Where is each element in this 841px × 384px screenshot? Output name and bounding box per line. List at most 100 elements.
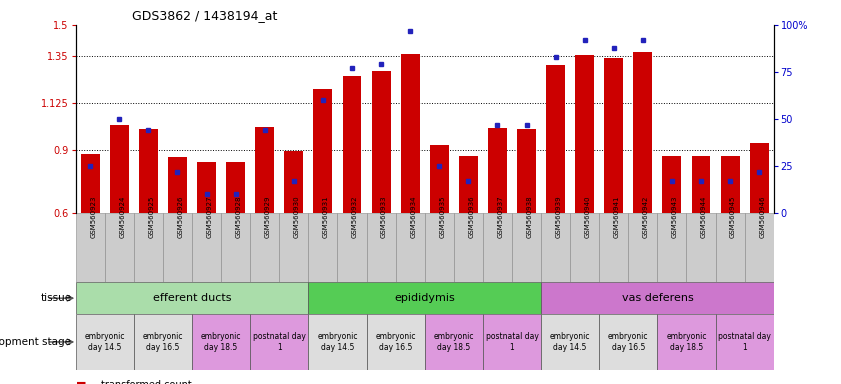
- Bar: [197, 162, 216, 213]
- Text: GSM560932: GSM560932: [352, 195, 358, 238]
- Bar: [721, 156, 739, 213]
- Text: embryonic
day 14.5: embryonic day 14.5: [550, 332, 590, 352]
- Text: epididymis: epididymis: [394, 293, 455, 303]
- Bar: [251, 314, 309, 370]
- Bar: [517, 129, 536, 213]
- Bar: [105, 213, 134, 282]
- Text: GSM560936: GSM560936: [468, 195, 474, 238]
- Bar: [570, 213, 599, 282]
- Text: postnatal day
1: postnatal day 1: [253, 332, 306, 352]
- Text: GSM560942: GSM560942: [643, 195, 649, 238]
- Text: efferent ducts: efferent ducts: [153, 293, 231, 303]
- Text: embryonic
day 16.5: embryonic day 16.5: [375, 332, 415, 352]
- Bar: [599, 213, 628, 282]
- Text: GSM560938: GSM560938: [526, 195, 532, 238]
- Text: GSM560924: GSM560924: [119, 195, 125, 238]
- Text: GSM560940: GSM560940: [584, 195, 590, 238]
- Text: ■: ■: [76, 380, 86, 384]
- Bar: [168, 157, 187, 213]
- Bar: [309, 314, 367, 370]
- Bar: [367, 213, 395, 282]
- Text: embryonic
day 14.5: embryonic day 14.5: [85, 332, 125, 352]
- Text: embryonic
day 18.5: embryonic day 18.5: [666, 332, 706, 352]
- Bar: [425, 213, 454, 282]
- Bar: [512, 213, 541, 282]
- Bar: [716, 213, 744, 282]
- Text: GSM560945: GSM560945: [730, 195, 736, 238]
- Text: GSM560931: GSM560931: [323, 195, 329, 238]
- Bar: [309, 213, 337, 282]
- Bar: [367, 314, 425, 370]
- Bar: [459, 156, 478, 213]
- Bar: [400, 54, 420, 213]
- Text: embryonic
day 16.5: embryonic day 16.5: [608, 332, 648, 352]
- Bar: [691, 156, 711, 213]
- Text: GSM560946: GSM560946: [759, 195, 765, 238]
- Bar: [599, 314, 658, 370]
- Text: GSM560941: GSM560941: [614, 195, 620, 238]
- Text: postnatal day
1: postnatal day 1: [485, 332, 538, 352]
- Text: transformed count: transformed count: [101, 380, 192, 384]
- Text: GSM560925: GSM560925: [148, 195, 155, 238]
- Text: GSM560939: GSM560939: [556, 195, 562, 238]
- Bar: [686, 213, 716, 282]
- Text: GDS3862 / 1438194_at: GDS3862 / 1438194_at: [131, 9, 277, 22]
- Bar: [575, 55, 594, 213]
- Bar: [251, 213, 279, 282]
- Bar: [663, 156, 681, 213]
- Text: GSM560937: GSM560937: [497, 195, 504, 238]
- Bar: [483, 213, 512, 282]
- Text: GSM560930: GSM560930: [294, 195, 300, 238]
- Bar: [628, 213, 658, 282]
- Bar: [658, 314, 716, 370]
- Text: postnatal day
1: postnatal day 1: [718, 332, 771, 352]
- Text: GSM560944: GSM560944: [701, 195, 707, 238]
- Bar: [372, 71, 390, 213]
- Bar: [134, 213, 163, 282]
- Bar: [483, 314, 541, 370]
- Bar: [395, 213, 425, 282]
- Text: embryonic
day 18.5: embryonic day 18.5: [201, 332, 241, 352]
- Bar: [76, 314, 134, 370]
- Bar: [279, 213, 309, 282]
- Bar: [716, 314, 774, 370]
- Bar: [192, 213, 221, 282]
- Text: GSM560934: GSM560934: [410, 195, 416, 238]
- Bar: [658, 213, 686, 282]
- Text: embryonic
day 18.5: embryonic day 18.5: [434, 332, 474, 352]
- Bar: [134, 314, 192, 370]
- Bar: [337, 213, 367, 282]
- Text: GSM560935: GSM560935: [439, 195, 445, 238]
- Bar: [425, 314, 483, 370]
- Text: GSM560926: GSM560926: [177, 195, 183, 238]
- Bar: [454, 213, 483, 282]
- Text: embryonic
day 16.5: embryonic day 16.5: [143, 332, 183, 352]
- Bar: [633, 52, 653, 213]
- Bar: [541, 213, 570, 282]
- Text: embryonic
day 14.5: embryonic day 14.5: [317, 332, 357, 352]
- Bar: [605, 58, 623, 213]
- Bar: [541, 314, 599, 370]
- Text: vas deferens: vas deferens: [621, 293, 693, 303]
- Bar: [256, 127, 274, 213]
- Text: GSM560928: GSM560928: [235, 195, 241, 238]
- Bar: [81, 154, 100, 213]
- Bar: [314, 89, 332, 213]
- Text: GSM560929: GSM560929: [265, 195, 271, 238]
- Text: tissue: tissue: [40, 293, 71, 303]
- Bar: [430, 145, 449, 213]
- Bar: [221, 213, 251, 282]
- Bar: [546, 65, 565, 213]
- Bar: [488, 128, 507, 213]
- Text: development stage: development stage: [0, 337, 71, 347]
- Text: GSM560933: GSM560933: [381, 195, 387, 238]
- Bar: [163, 213, 192, 282]
- Bar: [226, 162, 245, 213]
- Bar: [110, 125, 129, 213]
- Text: GSM560923: GSM560923: [90, 195, 96, 238]
- Bar: [284, 151, 304, 213]
- Bar: [192, 314, 250, 370]
- Bar: [744, 213, 774, 282]
- Bar: [309, 282, 541, 314]
- Bar: [76, 213, 105, 282]
